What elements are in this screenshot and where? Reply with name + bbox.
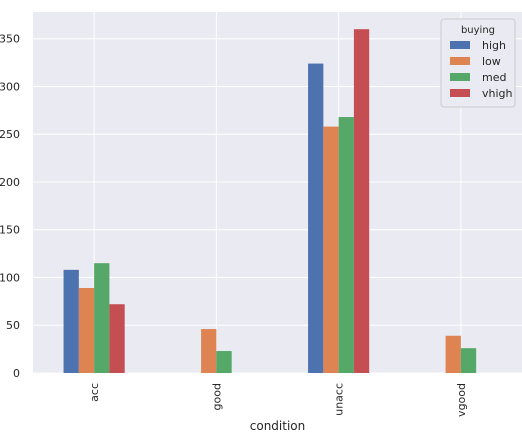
bar-low-acc <box>78 288 95 373</box>
bar-low-good <box>201 329 217 373</box>
legend-items: high low med vhigh <box>450 39 513 100</box>
legend: buying high low med vhigh <box>440 18 516 108</box>
bar-low-unacc <box>323 126 339 373</box>
y-tick-label: 350 <box>0 33 20 46</box>
bar-med-unacc <box>338 117 354 373</box>
y-tick-label: 100 <box>0 271 20 284</box>
x-tick-label: acc <box>88 383 101 402</box>
y-tick-label: 50 <box>6 319 20 332</box>
x-tick-label: vgood <box>455 383 468 417</box>
x-tick-label: unacc <box>333 383 346 416</box>
y-tick-label: 200 <box>0 176 20 189</box>
legend-label-low: low <box>482 55 501 68</box>
bar-high-acc <box>63 269 79 373</box>
bar-vhigh-unacc <box>353 29 370 373</box>
legend-swatch-vhigh <box>450 89 470 97</box>
legend-swatch-high <box>450 41 470 49</box>
bar-vhigh-acc <box>109 304 125 373</box>
y-tick-label: 150 <box>0 224 20 237</box>
bar-low-vgood <box>445 335 461 373</box>
bar-high-unacc <box>308 63 324 373</box>
legend-swatch-low <box>450 57 470 65</box>
bars <box>63 29 477 373</box>
legend-swatch-med <box>450 73 470 81</box>
x-tick-label: good <box>210 383 223 410</box>
bar-med-acc <box>94 263 110 373</box>
legend-label-high: high <box>482 39 506 52</box>
y-tick-label: 250 <box>0 128 20 141</box>
y-tick-label: 300 <box>0 80 20 93</box>
legend-title: buying <box>461 25 495 36</box>
legend-label-vhigh: vhigh <box>482 87 513 100</box>
x-axis-label: condition <box>250 419 305 433</box>
bar-med-vgood <box>460 348 477 373</box>
x-tick-labels: acc good unacc vgood <box>88 383 468 417</box>
y-tick-labels: 0 50 100 150 200 250 300 350 <box>0 33 20 380</box>
y-tick-label: 0 <box>13 367 20 380</box>
bar-med-good <box>216 351 232 373</box>
legend-label-med: med <box>482 71 506 84</box>
